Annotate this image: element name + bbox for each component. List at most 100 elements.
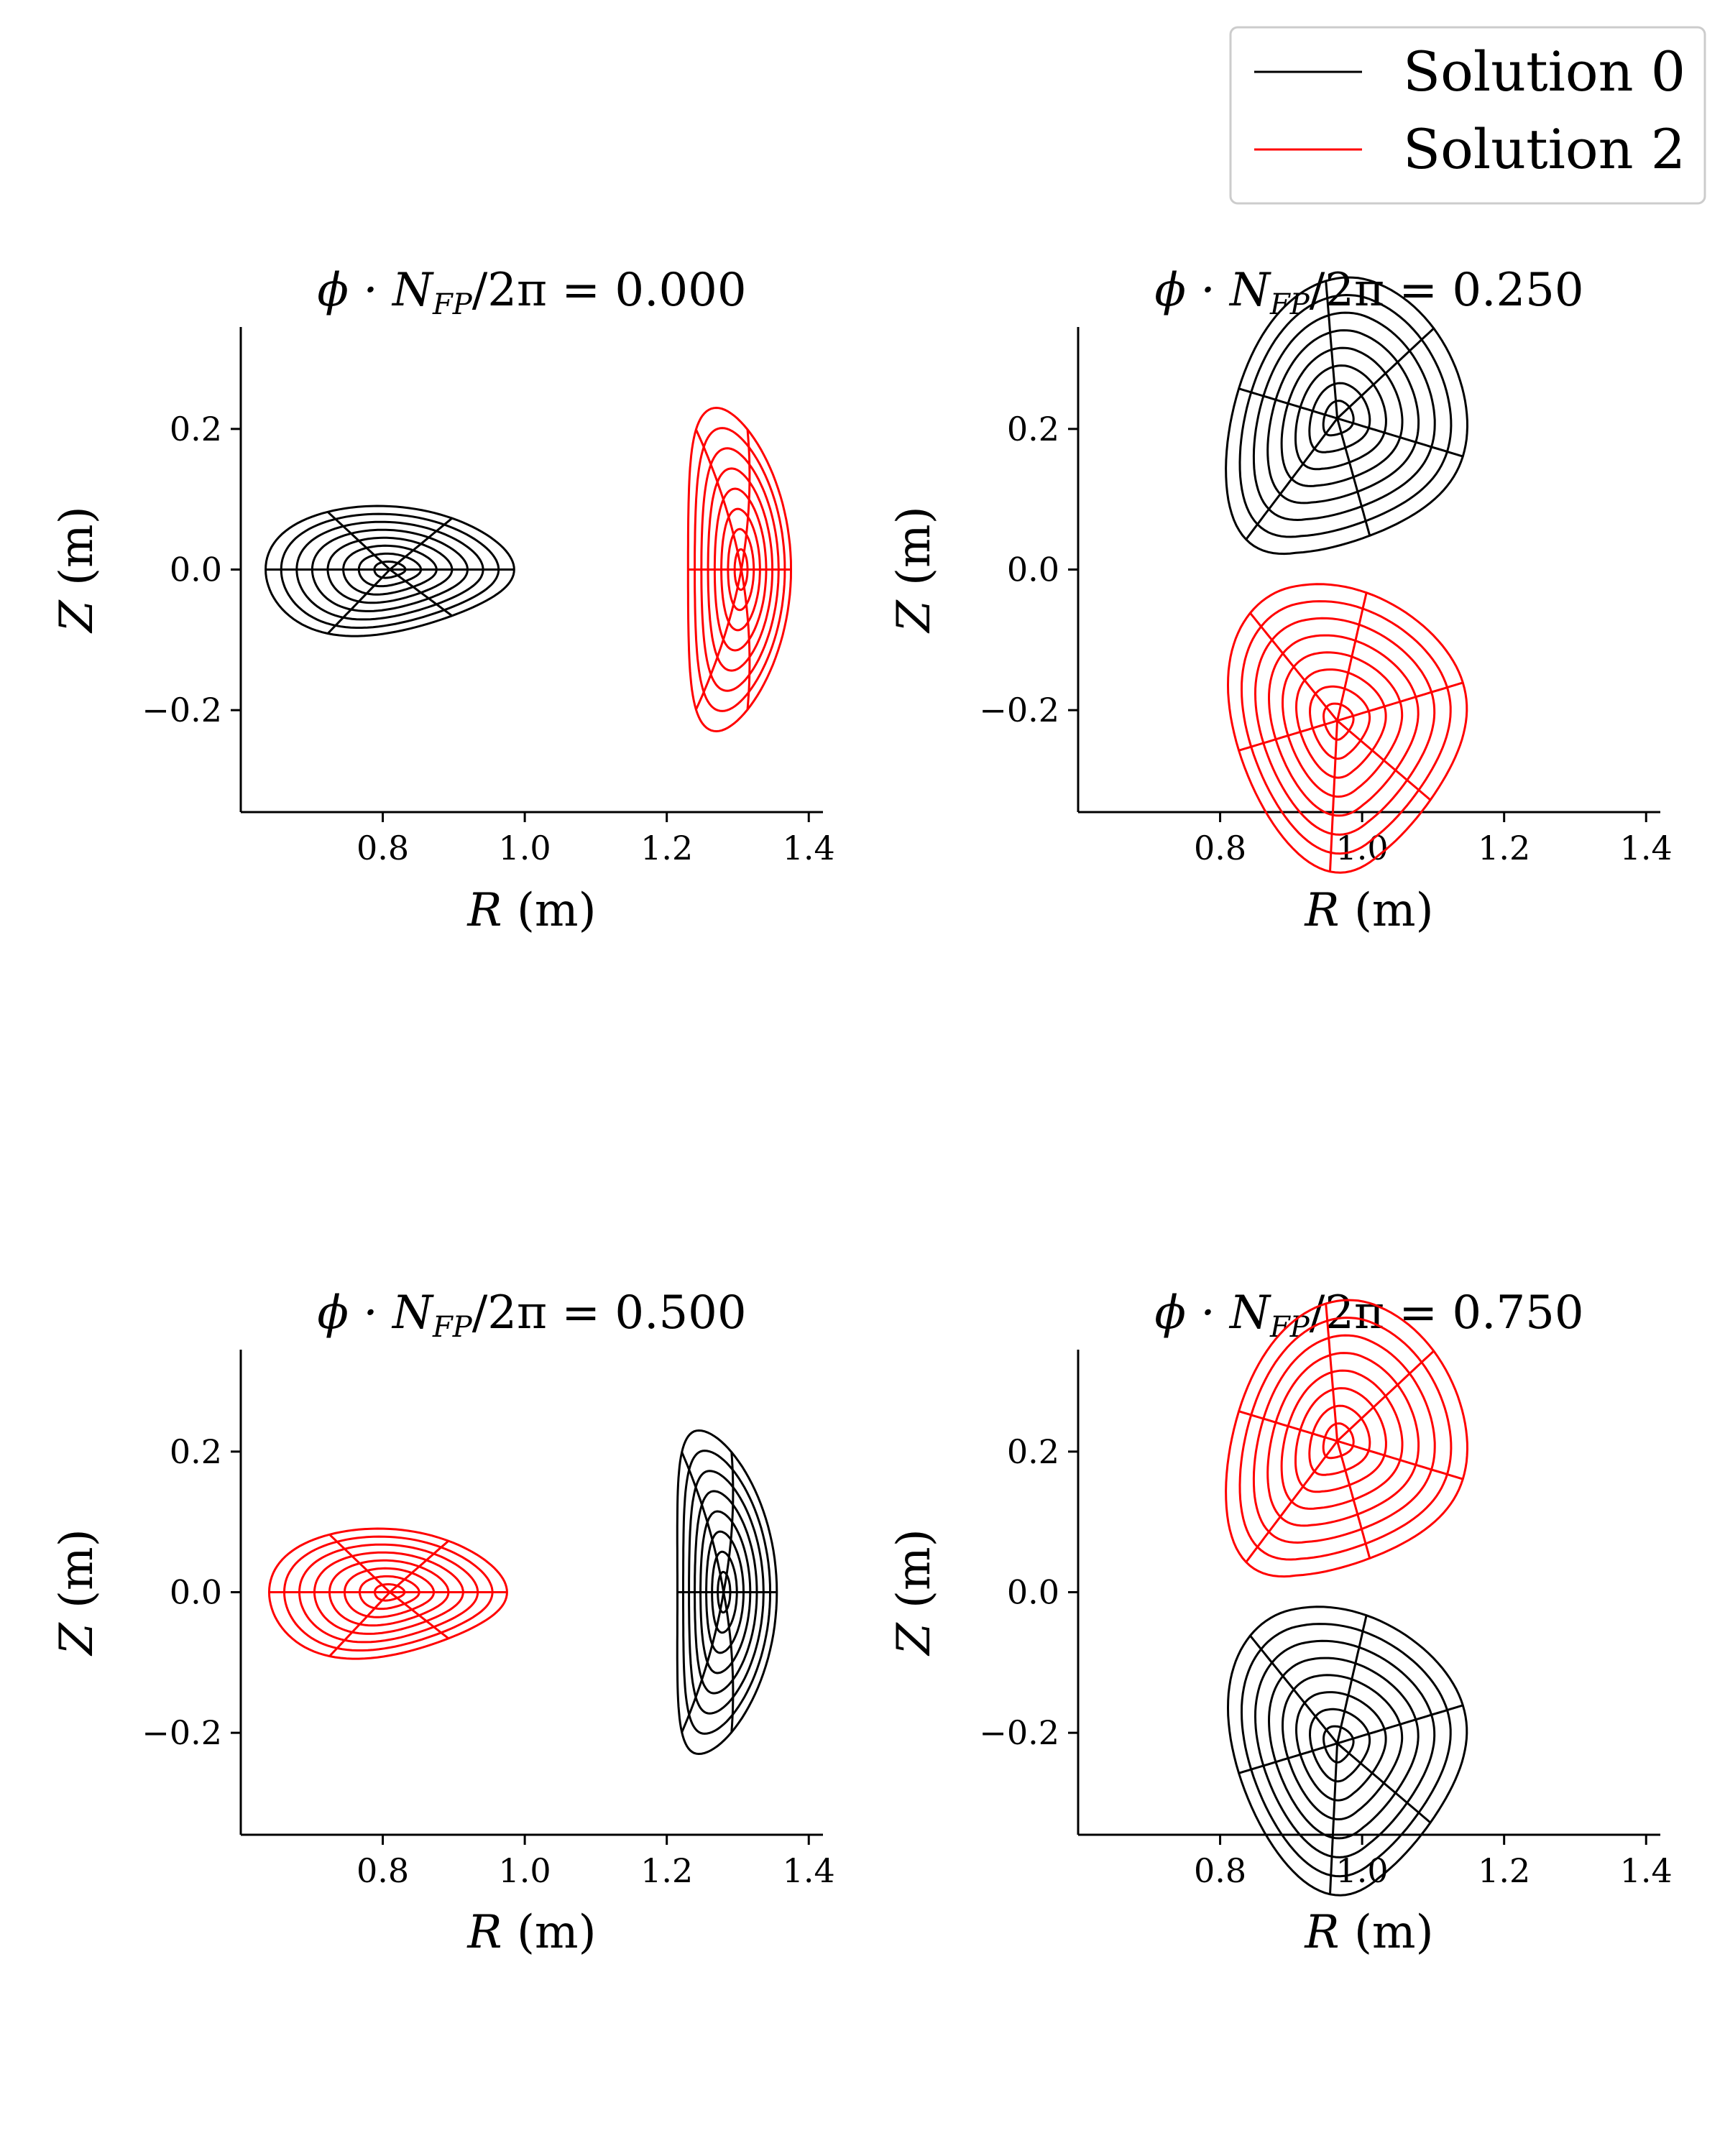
poloidal-line [1336, 719, 1432, 801]
poloidal-line [1238, 1742, 1338, 1774]
flux-surfaces-solution-0 [1225, 276, 1469, 556]
y-tick-label: 0.0 [170, 1573, 222, 1612]
poloidal-line [328, 1591, 391, 1657]
flux-surface [1294, 364, 1387, 471]
x-tick-label: 1.4 [1620, 829, 1673, 867]
panel-phi-0-250: ϕ · NFP/2π = 0.250 0.8 1.0 1.2 1.40.20.0−0.… [888, 264, 1673, 937]
flux-surfaces-solution-0 [264, 505, 515, 637]
poloidal-line [389, 1591, 449, 1639]
y-tick-label: 0.2 [1007, 410, 1059, 448]
poloidal-line [1238, 719, 1338, 752]
y-tick-label: −0.2 [142, 1713, 222, 1752]
poloidal-line [1336, 1615, 1368, 1744]
y-tick-label: 0.0 [1007, 550, 1059, 589]
panel-phi-0-000: ϕ · NFP/2π = 0.000 0.8 1.0 1.2 1.4 0.2 0.0 −0.… [50, 264, 835, 937]
poloidal-line [740, 429, 751, 570]
poloidal-line [389, 517, 453, 571]
poloidal-line [1245, 418, 1338, 540]
poloidal-line [1325, 1303, 1338, 1442]
flux-surfaces-solution-2 [1225, 1299, 1469, 1578]
poloidal-line [1337, 417, 1463, 458]
poloidal-line [1337, 681, 1463, 722]
y-axis-label: Z (m) [888, 506, 941, 633]
poloidal-line [389, 568, 453, 617]
poloidal-line [1337, 1704, 1463, 1745]
flux-surfaces-solution-2 [267, 1527, 508, 1660]
poloidal-line [389, 1539, 449, 1593]
x-tick-label: 0.8 [356, 829, 409, 867]
panel-title: ϕ · NFP/2π = 0.500 [317, 1286, 746, 1344]
panel-phi-0-750: ϕ · NFP/2π = 0.750 0.8 1.0 1.2 1.40.20.0−0.… [888, 1286, 1673, 1959]
poloidal-line [722, 1592, 735, 1733]
x-tick-label: 1.4 [783, 1851, 835, 1890]
poloidal-line [695, 428, 742, 570]
flux-surfaces-solution-0 [676, 1429, 778, 1756]
poloidal-line [326, 568, 391, 635]
flux-surfaces-solution-2 [1226, 583, 1468, 874]
panel-title: ϕ · NFP/2π = 0.750 [1154, 1286, 1583, 1344]
poloidal-line [695, 569, 742, 711]
y-tick-label: −0.2 [979, 1713, 1059, 1752]
poloidal-line [1336, 1350, 1435, 1442]
panel-phi-0-500: ϕ · NFP/2π = 0.500 0.8 1.0 1.2 1.4 0.2 0.0 −0.… [50, 1286, 835, 1959]
x-tick-label: 0.8 [1194, 829, 1246, 867]
poloidal-line [681, 1592, 725, 1733]
flux-surface [1294, 1387, 1387, 1493]
y-tick-label: 0.0 [1007, 1573, 1059, 1612]
flux-surface [1252, 311, 1436, 522]
x-tick-label: 1.2 [640, 1851, 693, 1890]
y-tick-label: 0.2 [170, 410, 222, 448]
poloidal-line [1238, 387, 1338, 420]
x-axis-label: R (m) [1304, 1906, 1433, 1959]
y-axis-label: Z (m) [50, 506, 104, 633]
y-axis-label: Z (m) [50, 1529, 104, 1656]
x-tick-label: 1.2 [1478, 829, 1530, 867]
x-axis-label: R (m) [1304, 884, 1433, 937]
flux-surface [1225, 1299, 1469, 1578]
flux-surfaces-solution-0 [1226, 1606, 1468, 1897]
legend: Solution 0 Solution 2 [1229, 26, 1706, 205]
x-tick-label: 1.0 [499, 1851, 551, 1890]
x-tick-label: 0.8 [1194, 1851, 1246, 1890]
y-tick-label: 0.0 [170, 550, 222, 589]
poloidal-line [1329, 720, 1338, 872]
x-axis-label: R (m) [466, 1906, 596, 1959]
poloidal-line [740, 569, 751, 710]
x-tick-label: 1.0 [499, 829, 551, 867]
poloidal-line [1336, 592, 1368, 722]
panel-title: ϕ · NFP/2π = 0.000 [317, 264, 746, 321]
x-tick-label: 1.2 [640, 829, 693, 867]
y-tick-label: −0.2 [142, 691, 222, 729]
y-tick-label: 0.2 [170, 1432, 222, 1471]
legend-label-solution-2: Solution 2 [1403, 117, 1685, 181]
x-tick-label: 1.4 [783, 829, 835, 867]
poloidal-line [1336, 418, 1371, 536]
poloidal-line [1325, 280, 1338, 419]
x-tick-label: 0.8 [356, 1851, 409, 1890]
x-axis-label: R (m) [466, 884, 596, 937]
panel-title: ϕ · NFP/2π = 0.250 [1154, 264, 1583, 321]
poloidal-line [722, 1452, 735, 1593]
poloidal-line [1336, 327, 1435, 420]
poloidal-line [1329, 1743, 1338, 1894]
poloidal-line [1245, 1440, 1338, 1563]
legend-label-solution-0: Solution 0 [1403, 40, 1685, 103]
poloidal-line [1337, 1439, 1463, 1480]
x-tick-label: 1.2 [1478, 1851, 1530, 1890]
poloidal-line [1336, 1742, 1432, 1824]
poloidal-line [1249, 1635, 1338, 1744]
flux-surface [1226, 1606, 1468, 1897]
poloidal-line [681, 1452, 725, 1593]
flux-surfaces-solution-2 [686, 406, 793, 733]
x-tick-label: 1.4 [1620, 1851, 1673, 1890]
poloidal-line [1336, 1440, 1371, 1559]
poloidal-line [1249, 612, 1338, 722]
poloidal-line [328, 1534, 391, 1593]
y-tick-label: −0.2 [979, 691, 1059, 729]
poloidal-line [326, 511, 391, 571]
y-axis-label: Z (m) [888, 1529, 941, 1656]
flux-surface [1252, 1334, 1436, 1544]
poloidal-line [1238, 1410, 1338, 1442]
y-tick-label: 0.2 [1007, 1432, 1059, 1471]
